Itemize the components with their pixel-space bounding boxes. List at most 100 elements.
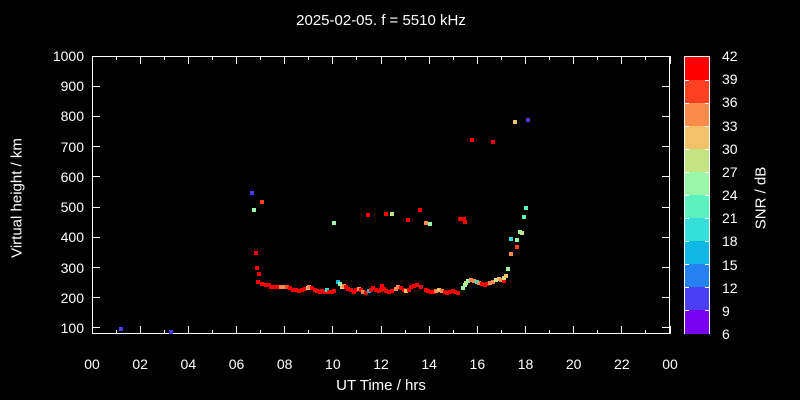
colorbar-tick-label: 36: [722, 94, 738, 111]
x-tick-minor-mirror: [500, 56, 502, 60]
colorbar-tick: [685, 240, 689, 242]
data-point: [514, 238, 519, 243]
data-point: [285, 285, 290, 290]
colorbar-tick: [705, 217, 709, 219]
y-tick-major: [92, 115, 100, 117]
x-tick-label: 00: [84, 356, 100, 372]
data-point: [291, 287, 296, 292]
data-point: [282, 284, 287, 289]
y-axis-title: Virtual height / km: [8, 138, 26, 258]
y-tick-major-mirror: [662, 327, 670, 329]
x-tick-minor: [404, 330, 406, 334]
data-point: [368, 287, 373, 292]
x-axis-title: UT Time / hrs: [336, 377, 426, 394]
x-tick-major: [428, 326, 430, 334]
data-point: [456, 291, 461, 296]
data-point: [477, 280, 482, 285]
data-point: [324, 288, 329, 293]
colorbar-tick: [685, 171, 689, 173]
data-point: [447, 289, 452, 294]
data-point: [428, 221, 433, 226]
data-point: [341, 283, 346, 288]
x-tick-minor: [211, 330, 213, 334]
x-tick-label: 16: [469, 356, 486, 372]
colorbar-segment: [685, 57, 709, 81]
data-point: [303, 287, 308, 292]
data-point: [356, 286, 361, 291]
data-point: [361, 289, 366, 294]
data-point: [256, 279, 261, 284]
colorbar: [684, 56, 710, 334]
colorbar-tick-label: 33: [722, 117, 738, 134]
data-point: [307, 284, 312, 289]
x-tick-label: 12: [373, 356, 389, 372]
x-tick-minor: [452, 330, 454, 334]
x-tick-major: [669, 326, 671, 334]
y-tick-label: 900: [60, 78, 84, 95]
x-tick-major: [332, 326, 334, 334]
y-tick-major-mirror: [662, 206, 670, 208]
x-tick-major: [380, 326, 382, 334]
colorbar-tick: [705, 171, 709, 173]
x-tick-label: 00: [662, 356, 678, 372]
colorbar-tick: [705, 79, 709, 81]
data-point: [508, 252, 513, 257]
colorbar-tick: [705, 125, 709, 127]
y-tick-major: [92, 176, 100, 178]
colorbar-tick: [685, 263, 689, 265]
y-tick-major-mirror: [662, 55, 670, 57]
x-tick-label: 20: [565, 356, 582, 372]
x-tick-minor: [308, 330, 310, 334]
y-tick-label: 800: [60, 108, 84, 125]
data-point: [490, 140, 495, 145]
data-point: [463, 220, 468, 225]
x-tick-major-mirror: [669, 56, 671, 64]
data-point: [287, 286, 292, 291]
data-point: [405, 218, 410, 223]
y-tick-label: 100: [60, 319, 84, 336]
x-tick-major-mirror: [332, 56, 334, 64]
y-tick-major: [92, 267, 100, 269]
data-point: [439, 288, 444, 293]
x-tick-major: [91, 326, 93, 334]
x-tick-major: [476, 326, 478, 334]
colorbar-segment: [685, 264, 709, 288]
data-point: [474, 280, 479, 285]
plot-area: [92, 56, 670, 334]
x-tick-label: 02: [132, 356, 148, 372]
x-tick-major-mirror: [187, 56, 189, 64]
colorbar-segment: [685, 172, 709, 196]
data-point: [412, 283, 417, 288]
data-point: [317, 289, 322, 294]
data-point: [381, 286, 386, 291]
data-point: [274, 285, 279, 290]
x-tick-major-mirror: [284, 56, 286, 64]
data-point: [523, 205, 528, 210]
data-point: [293, 288, 298, 293]
data-point: [480, 282, 485, 287]
data-point: [398, 286, 403, 291]
data-point: [376, 289, 381, 294]
data-point: [401, 287, 406, 292]
x-tick-major-mirror: [525, 56, 526, 64]
colorbar-segment: [685, 103, 709, 127]
y-tick-major: [92, 297, 100, 299]
y-tick-major: [92, 146, 100, 148]
data-point: [249, 190, 254, 195]
x-tick-major-mirror: [91, 56, 93, 64]
colorbar-tick-label: 21: [722, 210, 738, 227]
data-point: [390, 288, 395, 293]
data-point: [300, 288, 304, 293]
data-point: [512, 120, 517, 125]
x-tick-label: 04: [180, 356, 197, 372]
x-tick-label: 08: [276, 356, 293, 372]
colorbar-tick: [705, 263, 709, 265]
x-tick-minor: [500, 330, 502, 334]
data-point: [482, 282, 487, 287]
data-point: [251, 207, 256, 212]
data-point: [169, 330, 174, 335]
y-tick-major: [92, 55, 100, 57]
x-tick-minor-mirror: [452, 56, 454, 60]
data-point: [359, 288, 363, 293]
